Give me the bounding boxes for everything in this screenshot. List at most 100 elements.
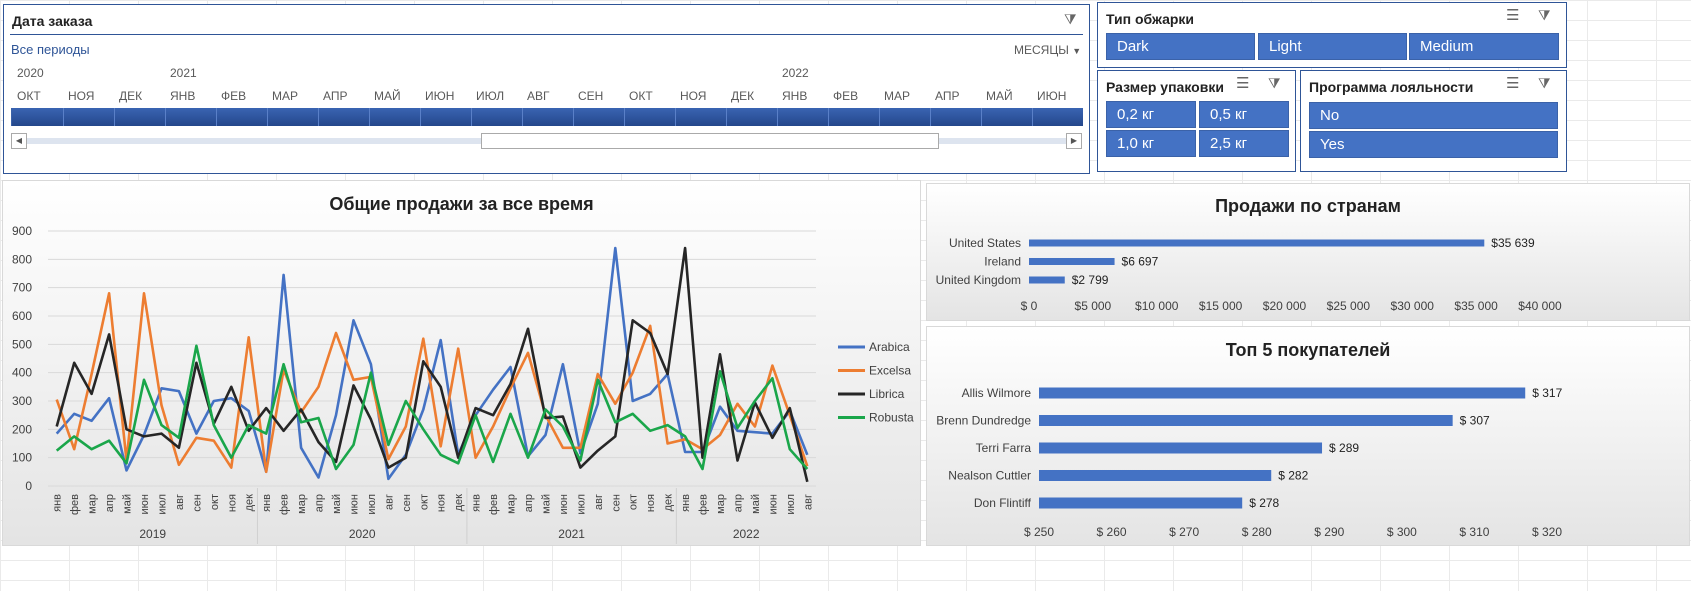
- clear-filter-icon[interactable]: ⧩: [1538, 7, 1551, 23]
- loyalty-program-slicer[interactable]: Программа лояльности ☰ ⧩ No Yes: [1300, 70, 1567, 172]
- y-tick-label: 300: [12, 394, 32, 408]
- x-tick-label: сен: [191, 494, 203, 512]
- x-tick-label: май: [750, 494, 762, 514]
- y-tick-label: 800: [12, 252, 32, 266]
- timeline-month-label: АПР: [935, 89, 960, 103]
- x-tick-label: июл: [785, 494, 797, 515]
- x-tick-label: $10 000: [1135, 299, 1179, 313]
- timeline-scrollbar[interactable]: ◀ ▶: [11, 133, 1082, 149]
- timeline-month-label: ФЕВ: [833, 89, 859, 103]
- timeline-tick: [1032, 108, 1033, 126]
- y-tick-label: 900: [12, 224, 32, 238]
- year-label: 2021: [558, 527, 585, 541]
- size-option-0-5[interactable]: 0,5 кг: [1199, 101, 1289, 128]
- category-label: Ireland: [984, 255, 1021, 269]
- all-periods-link[interactable]: Все периоды: [11, 42, 90, 57]
- timeline-tick: [930, 108, 931, 126]
- timeline-tick: [828, 108, 829, 126]
- loyalty-option-yes[interactable]: Yes: [1309, 131, 1558, 158]
- x-tick-label: янв: [261, 494, 273, 512]
- year-label: 2019: [139, 527, 166, 541]
- x-tick-label: $30 000: [1391, 299, 1435, 313]
- package-size-slicer[interactable]: Размер упаковки ☰ ⧩ 0,2 кг 0,5 кг 1,0 кг…: [1097, 70, 1296, 172]
- loyalty-option-no[interactable]: No: [1309, 102, 1558, 129]
- size-option-0-2[interactable]: 0,2 кг: [1106, 101, 1196, 128]
- multi-select-icon[interactable]: ☰: [1506, 7, 1520, 24]
- roast-type-slicer[interactable]: Тип обжарки ☰ ⧩ Dark Light Medium: [1097, 2, 1567, 68]
- timeline-year-label: 2022: [782, 66, 809, 80]
- x-tick-label: июн: [348, 494, 360, 514]
- timeline-month-label: ДЕК: [119, 89, 143, 103]
- timeline-month-label: МАЙ: [374, 89, 401, 103]
- x-tick-label: апр: [523, 494, 535, 512]
- legend-label: Arabica: [869, 340, 910, 354]
- time-level-dropdown[interactable]: МЕСЯЦЫ ▼: [1014, 43, 1081, 57]
- size-option-1-0[interactable]: 1,0 кг: [1106, 130, 1196, 157]
- total-sales-chart[interactable]: Общие продажи за все время 0 100 200 300 400…: [2, 180, 921, 546]
- clear-filter-icon[interactable]: ⧩: [1268, 75, 1281, 91]
- timeline-month-label: ИЮЛ: [476, 89, 505, 103]
- y-tick-label: 100: [12, 451, 32, 465]
- legend-label: Robusta: [869, 411, 914, 425]
- timeline-year-label: 2020: [17, 66, 44, 80]
- x-tick-label: янв: [471, 494, 483, 512]
- timeline-tick: [63, 108, 64, 126]
- timeline-tick: [522, 108, 523, 126]
- category-label: Don Flintiff: [974, 496, 1032, 510]
- x-tick-label: май: [540, 494, 552, 514]
- y-tick-label: 700: [12, 281, 32, 295]
- roast-option-dark[interactable]: Dark: [1106, 33, 1255, 60]
- category-label: Terri Farra: [976, 441, 1032, 455]
- timeline-month-label: АВГ: [527, 89, 550, 103]
- roast-option-medium[interactable]: Medium: [1409, 33, 1559, 60]
- x-tick-label: фев: [488, 494, 500, 515]
- timeline-month-label: ЯНВ: [170, 89, 196, 103]
- y-tick-label: 400: [12, 366, 32, 380]
- roast-slicer-title: Тип обжарки: [1106, 11, 1195, 27]
- timeline-month-label: ЯНВ: [782, 89, 808, 103]
- timeline-selection-bar[interactable]: [11, 108, 1083, 126]
- roast-option-light[interactable]: Light: [1258, 33, 1407, 60]
- series-line-robusta: [55, 344, 809, 471]
- x-tick-label: авг: [593, 494, 605, 510]
- timeline-tick: [369, 108, 370, 126]
- data-label: $ 282: [1278, 469, 1308, 483]
- x-tick-label: $ 270: [1169, 525, 1199, 539]
- x-tick-label: $ 260: [1097, 525, 1127, 539]
- size-option-2-5[interactable]: 2,5 кг: [1199, 130, 1289, 157]
- x-tick-label: янв: [52, 494, 64, 512]
- top5-customers-chart[interactable]: Топ 5 покупателей $ 250 $ 260 $ 270 $ 280 $ …: [926, 326, 1690, 546]
- chart-title: Топ 5 покупателей: [1225, 340, 1391, 360]
- chart-title: Продажи по странам: [1215, 196, 1401, 216]
- x-tick-label: $ 280: [1242, 525, 1272, 539]
- x-tick-label: $25 000: [1327, 299, 1371, 313]
- timeline-tick: [318, 108, 319, 126]
- bar: [1039, 470, 1272, 481]
- date-timeline-slicer[interactable]: Дата заказа ⧩ Все периоды МЕСЯЦЫ ▼ 2020 2…: [3, 4, 1090, 174]
- x-tick-label: июл: [575, 494, 587, 515]
- scroll-right-button[interactable]: ▶: [1066, 133, 1082, 149]
- x-tick-label: окт: [628, 494, 640, 510]
- bar: [1039, 415, 1453, 426]
- sales-by-country-chart[interactable]: Продажи по странам $ 0 $5 000 $10 000 $15 0…: [926, 183, 1690, 321]
- timeline-month-label: АПР: [323, 89, 348, 103]
- multi-select-icon[interactable]: ☰: [1236, 75, 1250, 92]
- x-tick-label: сен: [401, 494, 413, 512]
- x-tick-label: $ 300: [1387, 525, 1417, 539]
- x-tick-label: $ 290: [1314, 525, 1344, 539]
- timeline-month-label: ОКТ: [629, 89, 653, 103]
- bar: [1039, 442, 1323, 454]
- x-tick-label: янв: [680, 494, 692, 512]
- scroll-left-button[interactable]: ◀: [11, 133, 27, 149]
- x-tick-label: $ 0: [1021, 299, 1038, 313]
- multi-select-icon[interactable]: ☰: [1506, 75, 1520, 92]
- x-tick-label: апр: [314, 494, 326, 512]
- timeline-month-label: МАЙ: [986, 89, 1013, 103]
- timeline-month-label: ОКТ: [17, 89, 41, 103]
- clear-filter-icon[interactable]: ⧩: [1064, 11, 1077, 27]
- clear-filter-icon[interactable]: ⧩: [1538, 75, 1551, 91]
- x-tick-label: июн: [558, 494, 570, 514]
- timeline-tick: [267, 108, 268, 126]
- scroll-thumb[interactable]: [481, 133, 939, 149]
